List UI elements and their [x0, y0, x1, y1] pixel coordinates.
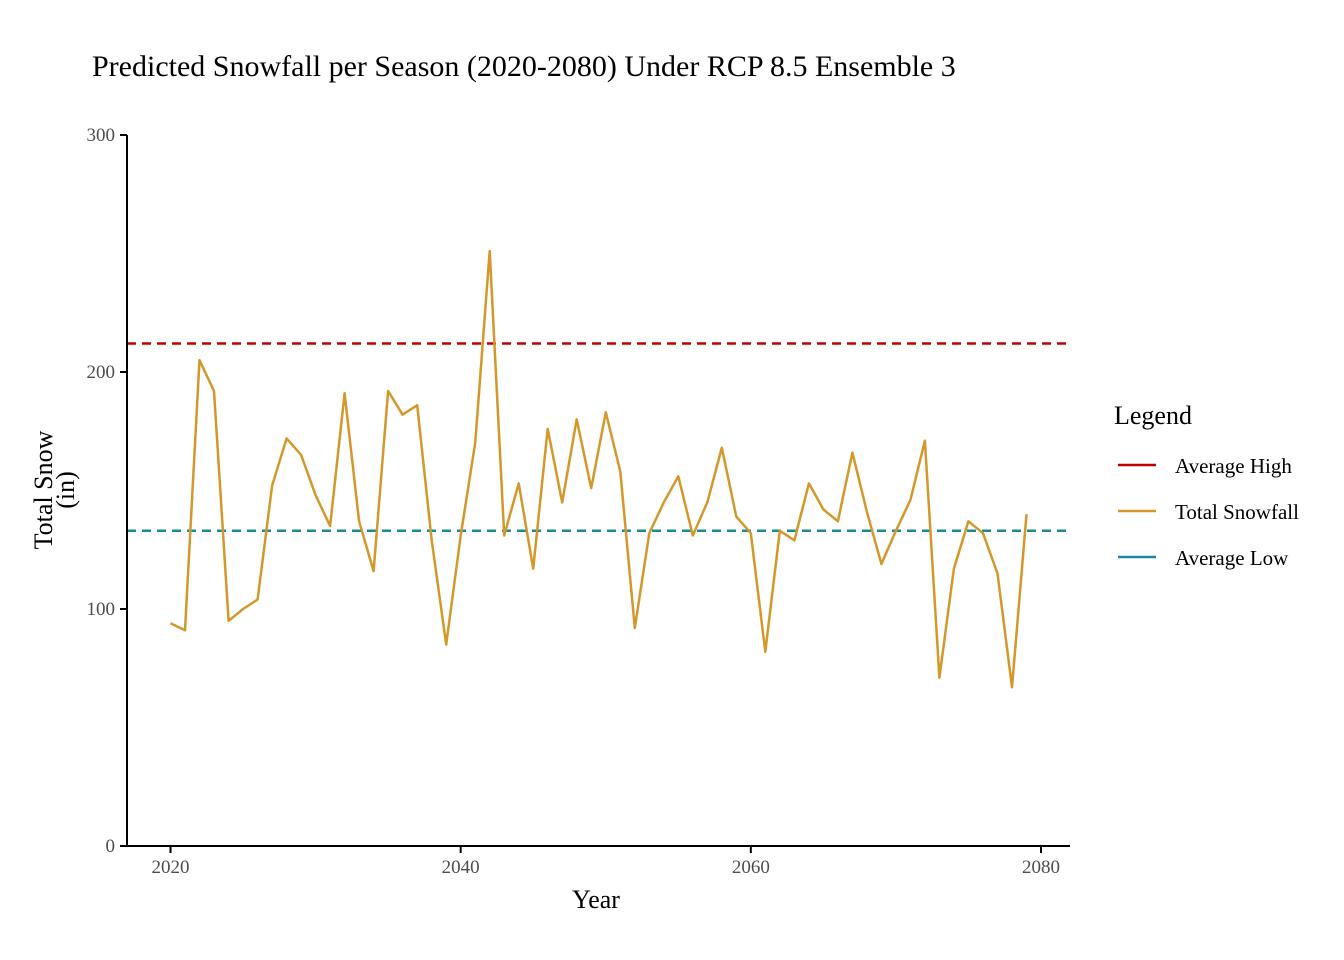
- y-axis-ticks: 0 100 200 300: [87, 125, 127, 857]
- y-axis-title-line-1: Total Snow: [29, 430, 58, 549]
- y-axis-title-line-2: (in): [51, 471, 80, 509]
- x-axis-ticks: 2020 2040 2060 2080: [152, 846, 1060, 878]
- legend: Legend Average High Total Snowfall Avera…: [1114, 401, 1299, 570]
- plot-area: [127, 249, 1070, 689]
- x-tick-label: 2020: [152, 857, 190, 878]
- chart-title: Predicted Snowfall per Season (2020-2080…: [92, 50, 956, 83]
- y-tick-label: 100: [87, 599, 116, 620]
- legend-title: Legend: [1114, 401, 1192, 430]
- legend-label-average-high: Average High: [1175, 454, 1292, 478]
- legend-item-average-high: Average High: [1118, 454, 1292, 478]
- x-tick-label: 2040: [442, 857, 480, 878]
- legend-label-average-low: Average Low: [1175, 546, 1289, 570]
- legend-item-average-low: Average Low: [1118, 546, 1289, 570]
- y-tick-label: 200: [87, 362, 116, 383]
- x-tick-label: 2060: [732, 857, 770, 878]
- x-tick-label: 2080: [1022, 857, 1060, 878]
- y-tick-label: 0: [106, 836, 116, 857]
- y-axis-title: Total Snow (in): [29, 430, 80, 549]
- x-axis-title: Year: [572, 885, 620, 914]
- series-line-total-snowfall: [169, 249, 1028, 689]
- legend-label-total-snowfall: Total Snowfall: [1175, 500, 1299, 524]
- y-tick-label: 300: [87, 125, 116, 146]
- legend-item-total-snowfall: Total Snowfall: [1118, 500, 1299, 524]
